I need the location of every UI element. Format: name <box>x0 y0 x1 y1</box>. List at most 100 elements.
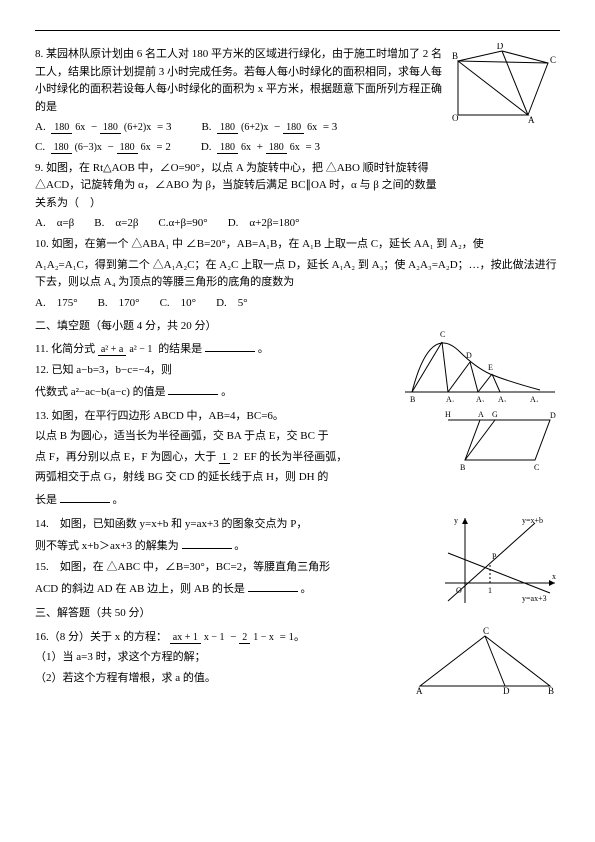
q11-b: 的结果是 <box>158 343 202 355</box>
svg-text:G: G <box>492 410 498 419</box>
f13-d: 2 <box>230 452 241 463</box>
q8-C-label: C. <box>35 141 45 153</box>
q14-b-line: 则不等式 x+b＞ax+3 的解集为 。 <box>35 536 432 556</box>
q10-D: D. 5° <box>216 295 248 313</box>
fB-r: = 3 <box>323 121 337 133</box>
f11-d: a² − 1 <box>126 344 155 355</box>
q9-options: A. α=β B. α=2β C.α+β=90° D. α+2β=180° <box>35 215 442 233</box>
q11-blank <box>205 339 255 352</box>
f11-n: a² + a <box>98 344 127 356</box>
q15-blank <box>248 579 298 592</box>
q8-optD: D. 1806x + 1806x = 3 <box>201 139 320 157</box>
f16-d2: 1 − x <box>250 632 277 643</box>
q13-b: 以点 B 为圆心，适当长为半径画弧，交 BA 于点 E，交 BC 于 <box>35 428 432 446</box>
q14-c: 。 <box>234 540 245 552</box>
svg-text:B: B <box>460 463 465 472</box>
svg-text:A: A <box>478 410 484 419</box>
q16-b: （1）当 a=3 时，求这个方程的解； <box>35 649 402 667</box>
fB-n1: 180 <box>217 122 238 134</box>
q13-f: 长是 <box>35 494 57 506</box>
fD-p: + <box>257 141 263 153</box>
f16-n1: ax + 1 <box>170 632 201 644</box>
lab-P: P <box>492 552 497 561</box>
q13-e: 两弧相交于点 G，射线 BG 交 CD 的延长线于点 H，则 DH 的 <box>35 469 432 487</box>
svg-text:E: E <box>488 363 493 372</box>
lab-yxb: y=x+b <box>522 516 543 525</box>
q12-c: 。 <box>221 386 232 398</box>
lab-yax3: y=ax+3 <box>522 594 547 603</box>
fD-n1: 180 <box>217 142 238 154</box>
q9-C: C.α+β=90° <box>158 215 207 233</box>
fA-d1: 6x <box>72 122 88 133</box>
q8-optB: B. 180(6+2)x − 1806x = 3 <box>201 119 337 137</box>
fC-d2: 6x <box>138 142 154 153</box>
fD-d1: 6x <box>238 142 254 153</box>
fD-r: = 3 <box>306 141 320 153</box>
q13-figure: B C D A H G <box>440 405 560 475</box>
q9-A: A. α=β <box>35 215 74 233</box>
q15-b-line: ACD 的斜边 AD 在 AB 边上，则 AB 的长是 。 <box>35 579 432 599</box>
svg-text:C: C <box>483 626 489 636</box>
lab-1: 1 <box>488 586 492 595</box>
q8-optA: A. 1806x − 180(6+2)x = 3 <box>35 119 171 137</box>
q8-D-label: D. <box>201 141 212 153</box>
q12a: 12. 已知 a−b=3，b−c=−4，则 <box>35 362 392 380</box>
svg-text:D: D <box>497 43 504 51</box>
q13-d: EF 的长为半径画弧， <box>244 451 348 463</box>
f16-mid: − <box>230 631 236 643</box>
q13-c: 点 F，再分别以点 E，F 为圆心，大于 <box>35 451 216 463</box>
q12b: 代数式 a²−ac−b(a−c) 的值是 。 <box>35 382 392 402</box>
svg-text:A₂: A₂ <box>476 395 485 402</box>
q13-c-line: 点 F，再分别以点 E，F 为圆心，大于 12 EF 的长为半径画弧， <box>35 449 432 467</box>
svg-text:A: A <box>416 686 423 696</box>
fB-d2: 6x <box>304 122 320 133</box>
fC-n1: 180 <box>51 142 72 154</box>
sec2-title: 二、填空题（每小题 4 分，共 20 分） <box>35 318 392 336</box>
q12-b: 代数式 a²−ac−b(a−c) 的值是 <box>35 386 166 398</box>
fA-d2: (6+2)x <box>121 122 154 133</box>
q8-text: 8. 某园林队原计划由 6 名工人对 180 平方米的区域进行绿化，由于施工时增… <box>35 46 442 116</box>
fA-r: = 3 <box>157 121 171 133</box>
f16-d1: x − 1 <box>201 632 228 643</box>
lab-O: O <box>456 586 462 595</box>
q15-b: ACD 的斜边 AD 在 AB 边上，则 AB 的长是 <box>35 583 245 595</box>
lab-x: x <box>552 572 556 581</box>
svg-text:C: C <box>534 463 539 472</box>
q8-A-label: A. <box>35 121 46 133</box>
fA-n1: 180 <box>51 122 72 134</box>
q8-B-label: B. <box>201 121 211 133</box>
q14-b: 则不等式 x+b＞ax+3 的解集为 <box>35 540 179 552</box>
q10-C: C. 10° <box>160 295 197 313</box>
q16-a: 16.（8 分）关于 x 的方程： <box>35 631 167 643</box>
q13-blank <box>60 490 110 503</box>
fB-n2: 180 <box>283 122 304 134</box>
fB-d1: (6+2)x <box>238 122 271 133</box>
svg-text:O: O <box>452 113 459 123</box>
q10-options: A. 175° B. 170° C. 10° D. 5° <box>35 295 560 313</box>
q10-A: A. 175° <box>35 295 78 313</box>
svg-text:A₃: A₃ <box>498 395 507 402</box>
svg-text:D: D <box>503 686 510 696</box>
svg-text:A: A <box>528 115 535 123</box>
q10-B: B. 170° <box>98 295 140 313</box>
q13-g: 。 <box>113 494 124 506</box>
q16-a-line: 16.（8 分）关于 x 的方程： ax + 1x − 1 − 21 − x =… <box>35 629 402 647</box>
q9-D: D. α+2β=180° <box>228 215 300 233</box>
fD-n2: 180 <box>266 142 287 154</box>
svg-text:B: B <box>452 51 458 61</box>
q9-text: 9. 如图，在 Rt△AOB 中，∠O=90°，以点 A 为旋转中心，把 △AB… <box>35 160 442 213</box>
svg-text:A₄: A₄ <box>530 395 539 402</box>
q15-a: 15. 如图，在 △ABC 中，∠B=30°，BC=2，等腰直角三角形 <box>35 559 432 577</box>
fC-n2: 180 <box>117 142 138 154</box>
svg-text:D: D <box>550 411 556 420</box>
svg-text:C: C <box>440 330 445 339</box>
q15-figure: A B C D <box>410 626 560 696</box>
q14-a: 14. 如图，已知函数 y=x+b 和 y=ax+3 的图象交点为 P， <box>35 516 432 534</box>
svg-text:A₁: A₁ <box>446 395 455 402</box>
fC-d1: (6−3)x <box>72 142 105 153</box>
q11: 11. 化简分式 a² + aa² − 1 的结果是 。 <box>35 339 392 359</box>
q11-c: 。 <box>258 343 269 355</box>
top-rule <box>35 30 560 31</box>
sec3-title: 三、解答题（共 50 分） <box>35 605 432 623</box>
fD-d2: 6x <box>287 142 303 153</box>
